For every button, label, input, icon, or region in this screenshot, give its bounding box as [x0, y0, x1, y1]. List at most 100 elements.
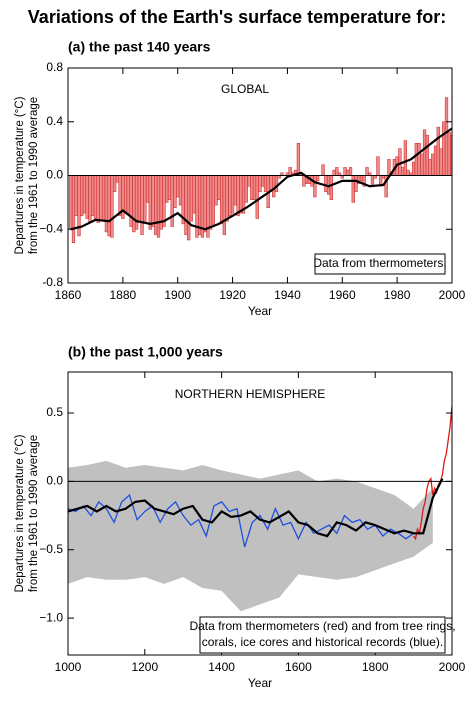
plot-area — [69, 97, 452, 243]
bar — [313, 175, 317, 198]
x-tick-label: 1920 — [219, 288, 246, 302]
bar — [348, 167, 353, 176]
panel-subtitle: (a) the past 140 years — [68, 39, 211, 55]
bar — [332, 169, 336, 176]
bar — [230, 175, 235, 214]
bar — [74, 175, 78, 217]
smoothed-line — [70, 127, 452, 231]
y-axis-label: Departures in temperature (°C) — [14, 434, 26, 592]
bar — [192, 175, 196, 214]
bar — [143, 175, 147, 222]
bar — [258, 175, 262, 192]
bar — [187, 175, 191, 241]
x-axis-label: Year — [248, 676, 272, 690]
y-tick-label: 0.0 — [46, 168, 63, 182]
plot-area — [68, 406, 452, 612]
series-line — [68, 478, 444, 538]
bar — [71, 175, 76, 243]
note-text: corals, ice cores and historical records… — [202, 635, 443, 649]
bar — [123, 175, 128, 214]
bar — [219, 175, 224, 225]
bar — [82, 175, 87, 214]
bar — [354, 175, 358, 192]
series-line — [413, 406, 452, 541]
y-tick-label: −0.4 — [39, 221, 63, 235]
bar — [335, 167, 339, 176]
bar — [442, 121, 446, 176]
bar — [351, 175, 355, 203]
bar — [436, 126, 440, 176]
bar — [165, 175, 169, 203]
bar — [329, 175, 333, 200]
bar — [217, 175, 221, 200]
bar — [422, 129, 427, 176]
bar — [439, 148, 443, 176]
annotation: GLOBAL — [221, 82, 269, 96]
bar — [241, 175, 246, 214]
bar — [80, 175, 84, 217]
bar — [398, 148, 402, 176]
bar — [167, 175, 172, 200]
y-axis-label: from the 1961 to 1990 average — [28, 97, 40, 254]
bar — [110, 175, 114, 238]
bar — [406, 169, 410, 176]
x-tick-label: 1200 — [131, 660, 158, 674]
bar — [343, 167, 347, 176]
bar — [156, 175, 161, 238]
bar — [107, 175, 111, 237]
x-tick-label: 1940 — [274, 288, 301, 302]
uncertainty-band — [68, 460, 433, 612]
bar — [420, 153, 424, 176]
bar — [91, 175, 95, 217]
bar — [411, 161, 416, 176]
bar — [233, 175, 237, 206]
y-tick-label: −0.5 — [39, 542, 63, 556]
annotation: NORTHERN HEMISPHERE — [175, 387, 325, 401]
bar — [211, 175, 215, 227]
bar — [370, 175, 375, 187]
bar — [247, 175, 251, 187]
x-tick-label: 1000 — [55, 660, 82, 674]
bar — [403, 140, 407, 176]
bar — [288, 167, 292, 176]
bar — [170, 175, 174, 227]
bar — [137, 175, 141, 222]
bar — [428, 159, 432, 176]
series-line — [68, 493, 414, 548]
bar — [198, 175, 202, 235]
bar — [104, 175, 109, 233]
note-text: Data from thermometers. — [313, 256, 446, 270]
bar — [228, 175, 232, 217]
bar — [99, 175, 103, 221]
x-tick-label: 1880 — [110, 288, 137, 302]
y-tick-label: 0.0 — [46, 474, 63, 488]
x-axis-label: Year — [248, 304, 272, 318]
bar — [96, 175, 100, 223]
bar — [225, 175, 229, 222]
bar — [209, 175, 213, 230]
bar — [274, 175, 279, 192]
y-axis-label: from the 1961 to 1990 average — [28, 435, 40, 592]
y-tick-label: -0.8 — [42, 275, 63, 289]
bar — [296, 143, 301, 176]
y-axis-label: Departures in temperature (°C) — [14, 96, 26, 254]
bar — [244, 175, 248, 203]
y-tick-label: 0.8 — [46, 60, 63, 74]
y-tick-label: −1.0 — [39, 610, 63, 624]
figure-title: Variations of the Earth's surface temper… — [28, 7, 446, 27]
note-box — [199, 616, 446, 654]
bar — [176, 175, 180, 198]
bar — [102, 175, 106, 222]
bar — [69, 175, 73, 230]
bar — [203, 175, 207, 233]
bar — [261, 175, 265, 187]
bar — [148, 175, 152, 230]
bar — [236, 175, 240, 217]
bar — [118, 175, 122, 217]
bar — [321, 164, 325, 176]
bar — [365, 167, 369, 176]
plot-frame — [67, 371, 453, 656]
note-text: Data from thermometers (red) and from tr… — [189, 619, 455, 633]
bar — [189, 175, 194, 222]
